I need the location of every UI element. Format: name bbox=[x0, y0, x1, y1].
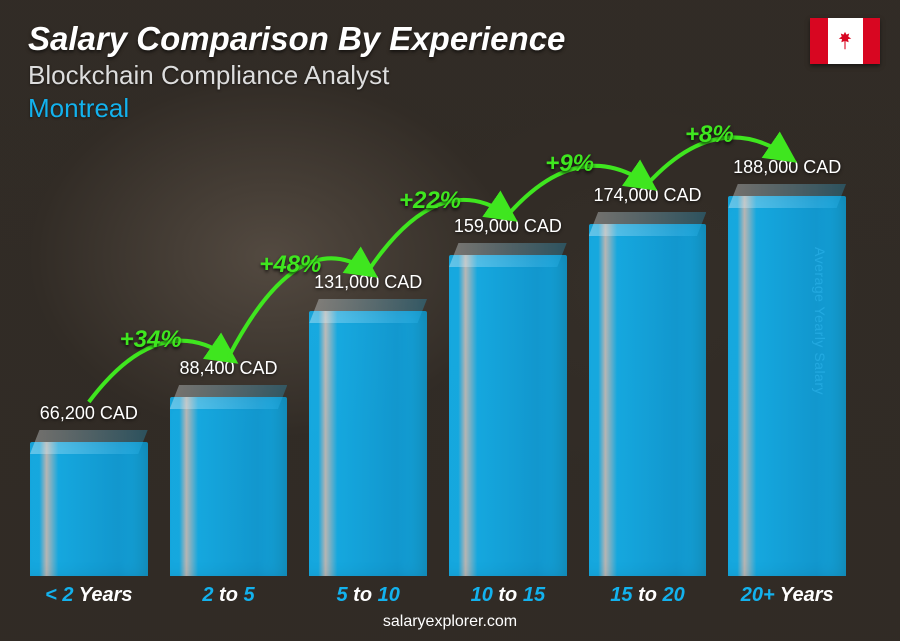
bar-value-label: 174,000 CAD bbox=[589, 185, 707, 206]
bar-value-label: 88,400 CAD bbox=[170, 358, 288, 379]
x-axis-label: 5 to 10 bbox=[309, 584, 427, 607]
page-title: Salary Comparison By Experience bbox=[28, 20, 565, 58]
bar-slot: 66,200 CAD bbox=[30, 150, 148, 576]
x-axis: < 2 Years 2 to 5 5 to 10 10 to 15 15 to 20 20… bbox=[30, 584, 846, 607]
bar-value-label: 159,000 CAD bbox=[449, 216, 567, 237]
bar-slot: 159,000 CAD bbox=[449, 150, 567, 576]
x-axis-label: 15 to 20 bbox=[589, 584, 707, 607]
header: Salary Comparison By Experience Blockcha… bbox=[28, 20, 565, 124]
bar bbox=[589, 224, 707, 576]
bar-value-label: 131,000 CAD bbox=[309, 272, 427, 293]
bar-slot: 188,000 CAD bbox=[728, 150, 846, 576]
bar-value-label: 66,200 CAD bbox=[30, 403, 148, 424]
bar-value-label: 188,000 CAD bbox=[728, 157, 846, 178]
flag-canada bbox=[810, 18, 880, 64]
maple-leaf-icon bbox=[834, 30, 856, 52]
bar-chart: 66,200 CAD 88,400 CAD 131,000 CAD 159,000 C… bbox=[30, 150, 846, 576]
x-axis-label: 20+ Years bbox=[728, 584, 846, 607]
bar bbox=[309, 311, 427, 576]
bar bbox=[728, 196, 846, 576]
bar-slot: 88,400 CAD bbox=[170, 150, 288, 576]
x-axis-label: 10 to 15 bbox=[449, 584, 567, 607]
bar bbox=[30, 442, 148, 576]
bar bbox=[449, 255, 567, 576]
bar bbox=[170, 397, 288, 576]
x-axis-label: < 2 Years bbox=[30, 584, 148, 607]
bar-slot: 174,000 CAD bbox=[589, 150, 707, 576]
bar-slot: 131,000 CAD bbox=[309, 150, 427, 576]
pct-label: +8% bbox=[685, 121, 734, 149]
attribution: salaryexplorer.com bbox=[0, 613, 900, 631]
location: Montreal bbox=[28, 93, 565, 124]
x-axis-label: 2 to 5 bbox=[170, 584, 288, 607]
subtitle: Blockchain Compliance Analyst bbox=[28, 60, 565, 91]
